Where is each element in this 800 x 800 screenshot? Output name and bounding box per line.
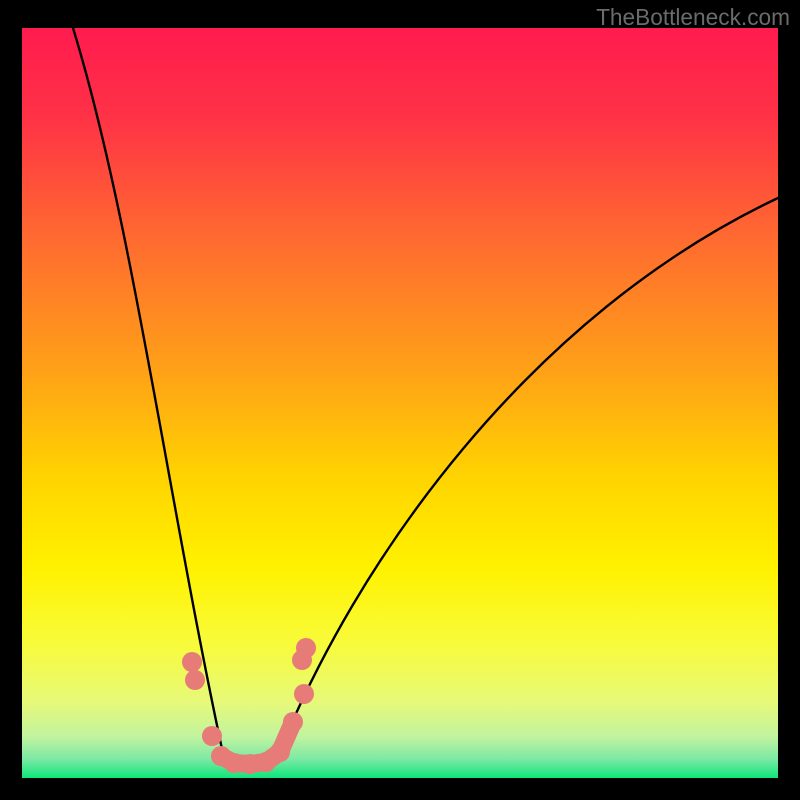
marker-point <box>294 684 314 704</box>
marker-point <box>202 726 222 746</box>
chart-frame: TheBottleneck.com <box>0 0 800 800</box>
watermark-text: TheBottleneck.com <box>596 4 790 31</box>
chart-svg <box>0 0 800 800</box>
marker-point <box>270 742 290 762</box>
marker-point <box>283 712 303 732</box>
plot-background <box>22 28 778 778</box>
marker-point <box>182 652 202 672</box>
marker-point <box>185 670 205 690</box>
marker-point <box>296 638 316 658</box>
